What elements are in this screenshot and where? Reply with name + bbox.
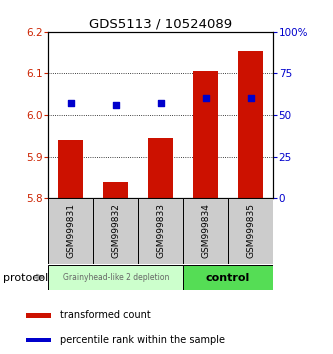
Point <box>203 96 208 101</box>
Text: control: control <box>206 273 250 282</box>
Bar <box>103 182 128 198</box>
Point <box>158 100 164 105</box>
Bar <box>138 198 183 264</box>
Bar <box>228 198 273 264</box>
Text: GSM999834: GSM999834 <box>201 204 210 258</box>
Point <box>248 96 253 101</box>
Text: transformed count: transformed count <box>60 310 151 320</box>
Bar <box>148 138 173 198</box>
Bar <box>93 198 138 264</box>
Bar <box>193 72 218 198</box>
Bar <box>26 313 51 318</box>
Bar <box>183 198 228 264</box>
Bar <box>183 265 273 290</box>
Text: GSM999832: GSM999832 <box>111 204 120 258</box>
Text: percentile rank within the sample: percentile rank within the sample <box>60 335 225 345</box>
Bar <box>48 198 93 264</box>
Text: GSM999833: GSM999833 <box>156 204 165 258</box>
Text: Grainyhead-like 2 depletion: Grainyhead-like 2 depletion <box>63 273 169 282</box>
Bar <box>58 140 83 198</box>
Text: protocol: protocol <box>3 273 49 282</box>
Bar <box>26 338 51 342</box>
Point <box>68 100 73 105</box>
Text: GSM999835: GSM999835 <box>246 204 255 258</box>
Point <box>113 102 119 108</box>
Bar <box>238 51 263 198</box>
Title: GDS5113 / 10524089: GDS5113 / 10524089 <box>89 18 232 31</box>
Bar <box>48 265 183 290</box>
Text: GSM999831: GSM999831 <box>66 204 75 258</box>
